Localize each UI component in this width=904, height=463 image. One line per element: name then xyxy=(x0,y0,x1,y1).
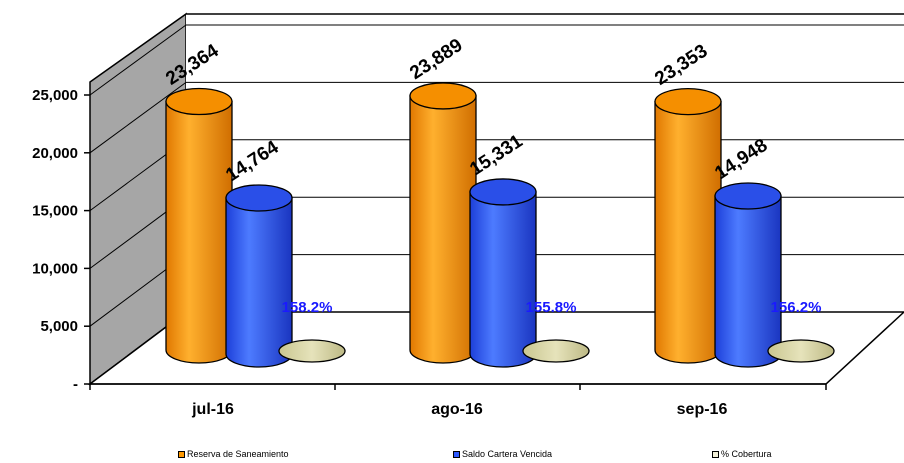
cylinder-top xyxy=(714,182,782,210)
cobertura-disc xyxy=(767,339,835,363)
y-tick-label: 15,000 xyxy=(32,203,78,220)
cylinder-body xyxy=(469,191,537,368)
bar-saldo xyxy=(469,178,537,368)
x-tick-label: sep-16 xyxy=(677,401,728,418)
legend-item-saldo: Saldo Cartera Vencida xyxy=(453,449,552,459)
cylinder-body xyxy=(714,195,782,368)
x-tick-label: jul-16 xyxy=(191,401,234,418)
cylinder-body xyxy=(165,100,233,364)
bar-cobertura xyxy=(522,339,590,363)
cylinder-top xyxy=(654,87,722,116)
bar-saldo xyxy=(714,182,782,368)
bar-saldo xyxy=(225,184,293,368)
bar-reserva xyxy=(409,82,477,364)
data-label-cobertura: 158.2% xyxy=(282,299,333,316)
cylinder-body xyxy=(654,100,722,364)
cylinder-top xyxy=(225,184,293,212)
legend-label-reserva: Reserva de Saneamiento xyxy=(187,449,289,459)
bars xyxy=(165,82,835,368)
y-axis: - 5,000 10,000 15,000 20,000 25,000 xyxy=(32,87,90,393)
gridline-side xyxy=(89,81,187,154)
gridlines xyxy=(89,24,904,327)
bar-reserva xyxy=(165,87,233,364)
cylinder-body xyxy=(225,197,293,368)
bar-cobertura xyxy=(278,339,346,363)
legend-swatch-saldo xyxy=(453,450,460,458)
data-label-cobertura: 155.8% xyxy=(526,299,577,316)
legend-label-saldo: Saldo Cartera Vencida xyxy=(462,449,553,459)
x-axis: jul-16 ago-16 sep-16 xyxy=(89,383,827,418)
y-tick-label: 10,000 xyxy=(32,260,78,277)
cylinder-top xyxy=(165,87,233,116)
legend-item-cobertura: % Cobertura xyxy=(712,449,772,459)
cobertura-disc xyxy=(522,339,590,363)
legend-label-cobertura: % Cobertura xyxy=(721,449,772,459)
data-label-cobertura: 156.2% xyxy=(771,299,822,316)
cylinder-top xyxy=(469,178,537,206)
bar-reserva xyxy=(654,87,722,364)
y-tick-label: 25,000 xyxy=(32,87,78,104)
y-tick-label: 5,000 xyxy=(40,318,78,335)
x-tick-label: ago-16 xyxy=(431,401,483,418)
y-tick-label: - xyxy=(73,376,78,393)
cylinder-body xyxy=(409,95,477,364)
y-tick-label: 20,000 xyxy=(32,145,78,162)
legend-swatch-reserva xyxy=(178,450,185,458)
cobertura-disc xyxy=(278,339,346,363)
legend-item-reserva: Reserva de Saneamiento xyxy=(178,449,289,459)
legend-swatch-cobertura xyxy=(712,450,719,458)
bar-cobertura xyxy=(767,339,835,363)
legend: Reserva de Saneamiento Saldo Cartera Ven… xyxy=(0,449,904,463)
cylinder-top xyxy=(409,82,477,110)
gridline-side xyxy=(89,24,187,96)
chart-back-wall xyxy=(186,14,904,312)
